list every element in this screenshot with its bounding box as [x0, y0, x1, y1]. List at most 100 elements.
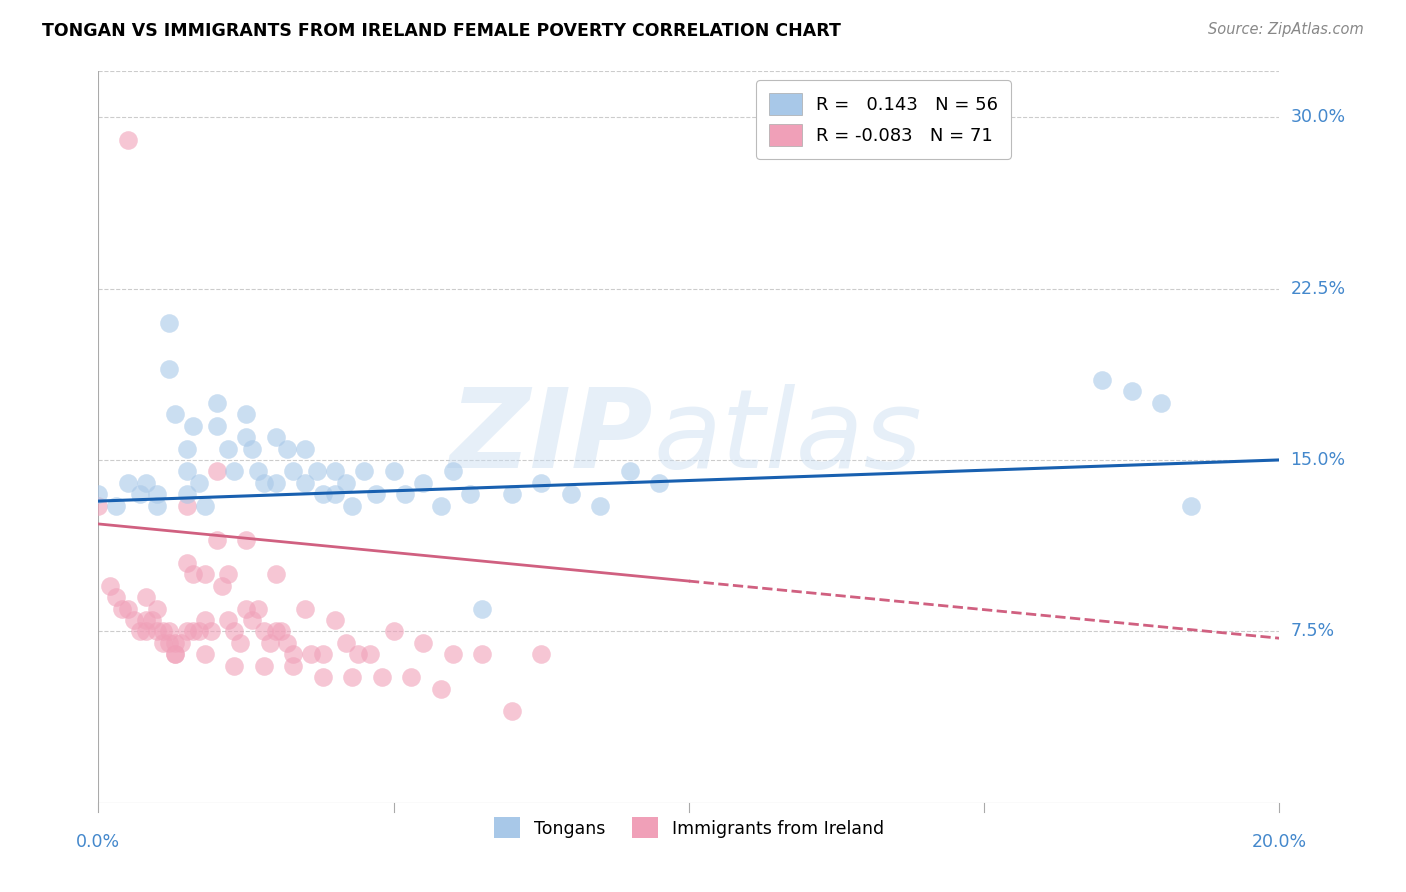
Point — [224, 658, 246, 673]
Point — [471, 601, 494, 615]
Legend: Tongans, Immigrants from Ireland: Tongans, Immigrants from Ireland — [488, 810, 890, 846]
Point — [364, 487, 387, 501]
Point — [157, 316, 180, 330]
Point — [276, 442, 298, 456]
Point — [224, 464, 246, 478]
Point — [211, 579, 233, 593]
Point — [152, 636, 174, 650]
Point — [157, 636, 180, 650]
Point — [441, 464, 464, 478]
Point — [170, 636, 193, 650]
Point — [246, 601, 269, 615]
Point — [359, 647, 381, 661]
Point — [205, 533, 228, 547]
Point — [181, 418, 204, 433]
Point — [98, 579, 121, 593]
Point — [135, 613, 157, 627]
Point — [235, 430, 257, 444]
Point — [253, 475, 276, 490]
Text: 22.5%: 22.5% — [1291, 279, 1346, 298]
Point — [441, 647, 464, 661]
Point — [283, 658, 305, 673]
Point — [87, 499, 110, 513]
Point — [264, 567, 287, 582]
Point — [176, 487, 198, 501]
Point — [501, 487, 523, 501]
Point — [157, 624, 180, 639]
Point — [194, 499, 217, 513]
Point — [589, 499, 612, 513]
Point — [146, 624, 169, 639]
Point — [194, 613, 217, 627]
Point — [312, 487, 335, 501]
Text: 20.0%: 20.0% — [1251, 833, 1308, 851]
Point — [530, 647, 553, 661]
Point — [276, 636, 298, 650]
Point — [312, 647, 335, 661]
Point — [117, 475, 139, 490]
Point — [117, 601, 139, 615]
Point — [217, 613, 239, 627]
Point — [323, 487, 346, 501]
Point — [205, 464, 228, 478]
Point — [165, 647, 187, 661]
Text: 30.0%: 30.0% — [1291, 108, 1346, 126]
Point — [105, 590, 128, 604]
Point — [342, 670, 364, 684]
Point — [117, 133, 139, 147]
Point — [217, 442, 239, 456]
Point — [264, 475, 287, 490]
Point — [323, 613, 346, 627]
Text: TONGAN VS IMMIGRANTS FROM IRELAND FEMALE POVERTY CORRELATION CHART: TONGAN VS IMMIGRANTS FROM IRELAND FEMALE… — [42, 22, 841, 40]
Point — [165, 636, 187, 650]
Point — [294, 475, 316, 490]
Point — [205, 396, 228, 410]
Point — [176, 624, 198, 639]
Point — [128, 487, 150, 501]
Point — [187, 624, 209, 639]
Point — [335, 475, 357, 490]
Point — [205, 418, 228, 433]
Point — [157, 361, 180, 376]
Point — [128, 624, 150, 639]
Point — [412, 636, 434, 650]
Text: ZIP: ZIP — [450, 384, 654, 491]
Point — [1091, 373, 1114, 387]
Point — [194, 567, 217, 582]
Text: Source: ZipAtlas.com: Source: ZipAtlas.com — [1208, 22, 1364, 37]
Point — [299, 647, 322, 661]
Point — [235, 601, 257, 615]
Point — [146, 601, 169, 615]
Point — [187, 475, 209, 490]
Point — [146, 499, 169, 513]
Point — [181, 567, 204, 582]
Point — [305, 464, 328, 478]
Point — [240, 442, 263, 456]
Point — [105, 499, 128, 513]
Point — [412, 475, 434, 490]
Point — [229, 636, 252, 650]
Point — [176, 556, 198, 570]
Point — [235, 533, 257, 547]
Text: 0.0%: 0.0% — [76, 833, 121, 851]
Point — [294, 442, 316, 456]
Point — [560, 487, 582, 501]
Point — [253, 658, 276, 673]
Point — [382, 464, 405, 478]
Point — [460, 487, 482, 501]
Point — [224, 624, 246, 639]
Point — [264, 624, 287, 639]
Point — [1150, 396, 1173, 410]
Point — [176, 464, 198, 478]
Point — [312, 670, 335, 684]
Point — [253, 624, 276, 639]
Point — [194, 647, 217, 661]
Point — [501, 705, 523, 719]
Point — [176, 499, 198, 513]
Point — [181, 624, 204, 639]
Point — [1121, 384, 1143, 399]
Point — [146, 487, 169, 501]
Point — [394, 487, 416, 501]
Point — [259, 636, 281, 650]
Text: 15.0%: 15.0% — [1291, 451, 1346, 469]
